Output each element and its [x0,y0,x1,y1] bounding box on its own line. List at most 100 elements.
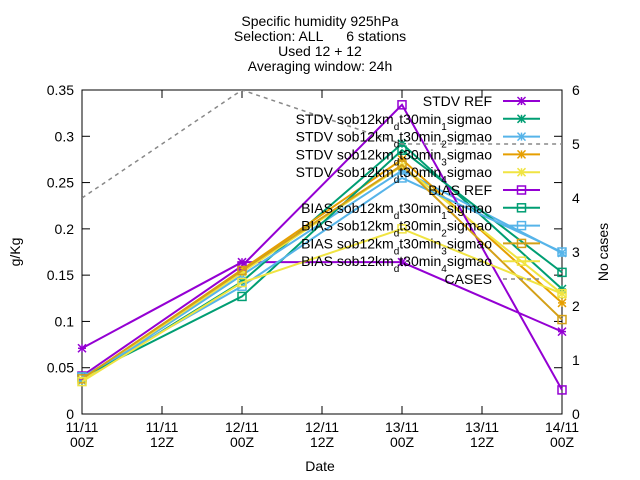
x-tick-label: 12/11 [305,419,339,435]
y2-tick-label: 4 [572,190,580,206]
series-line [81,164,563,381]
x-axis-label: Date [305,458,335,474]
y-tick-label: 0.15 [47,267,74,283]
data-point [237,265,247,276]
legend-marker [516,238,527,249]
x-tick-label: 00Z [70,434,95,450]
y-tick-label: 0.1 [55,313,75,329]
y2-tick-label: 5 [572,136,580,152]
x-tick-label: 12Z [470,434,495,450]
y-tick-label: 0.25 [47,175,74,191]
x-tick-label: 00Z [230,434,255,450]
title-line-4: Averaging window: 24h [248,58,393,74]
x-tick-label: 13/11 [385,419,419,435]
x-tick-label: 11/11 [66,419,99,435]
x-tick-label: 12/11 [225,419,259,435]
series-4 [77,161,567,385]
data-point [557,327,567,337]
series-line [81,148,563,378]
y2-axis-label: No cases [595,223,611,281]
y-tick-label: 0.35 [47,82,74,98]
legend-marker [516,114,527,124]
axes: 00.050.10.150.20.250.30.35012345611/1100… [47,82,580,450]
data-point [397,160,407,170]
legend-marker [516,220,527,231]
legend-entry: STDV REF [423,93,540,109]
title-line-3: Used 12 + 12 [278,43,362,59]
series-line [81,103,563,391]
legend-marker [516,167,527,177]
data-point [77,343,87,353]
x-tick-label: 14/11 [545,419,579,435]
x-tick-label: 12Z [150,434,175,450]
legend-label: STDV sob12kmdt30min4sigmao [296,164,493,186]
legend-entry: STDV sob12kmdt30min4sigmao [296,164,540,186]
y2-tick-label: 0 [572,406,580,422]
legend-entry: STDV sob12kmdt30min3sigmao [296,146,540,168]
series-9 [77,224,567,387]
y-tick-label: 0.05 [47,360,74,376]
legend-entry: STDV sob12kmdt30min2sigmao [296,129,540,151]
data-point [557,298,567,308]
data-point [397,173,407,183]
legend-marker [516,96,527,106]
series-10 [82,90,562,199]
data-point [557,288,567,299]
data-point [237,291,247,302]
data-point [557,314,567,325]
title-line-1: Specific humidity 925hPa [241,13,398,29]
series-line [82,90,562,199]
legend-label: BIAS sob12kmdt30min3sigmao [301,235,492,257]
legend-label: CASES [445,271,492,287]
data-point [557,247,567,257]
legend-marker [516,203,527,213]
series-3 [77,154,567,385]
legend-entry: BIAS sob12kmdt30min1sigmao [301,200,540,222]
series-line [81,163,563,380]
legend-entry: BIAS sob12kmdt30min4sigmao [301,253,540,275]
x-tick-label: 11/11 [146,419,179,435]
data-point [397,100,407,110]
legend-label: STDV REF [423,93,492,109]
legend-label: STDV sob12kmdt30min3sigmao [296,146,493,168]
data-point [237,277,247,288]
legend-marker [516,149,527,159]
y-tick-label: 0.2 [55,221,75,237]
y-tick-label: 0.3 [55,128,75,144]
data-point [397,224,407,234]
title-line-2: Selection: ALL 6 stations [234,28,406,44]
y2-tick-label: 2 [572,298,580,314]
legend-entry: CASES [445,271,540,287]
legend-label: BIAS sob12kmdt30min1sigmao [301,200,492,222]
series-lines [77,90,567,395]
data-point [557,385,567,395]
x-tick-label: 00Z [550,434,575,450]
data-point [557,267,567,278]
data-point [397,257,407,267]
series-8 [77,160,567,384]
series-line [81,227,563,383]
y2-tick-label: 6 [572,82,580,98]
y2-tick-label: 1 [572,352,580,368]
legend-label: BIAS REF [428,182,492,198]
legend-label: STDV sob12kmdt30min1sigmao [296,111,493,133]
legend-marker [516,185,527,195]
x-tick-label: 13/11 [465,419,499,435]
legend-marker [516,256,527,266]
series-line [81,261,563,350]
x-tick-label: 12Z [310,434,335,450]
data-point [77,376,87,387]
y-axis-label: g/Kg [7,238,23,267]
y-tick-label: 0 [66,406,74,422]
legend-label: BIAS sob12kmdt30min2sigmao [301,218,492,240]
legend-entry: BIAS sob12kmdt30min2sigmao [301,218,540,240]
x-tick-label: 00Z [390,434,415,450]
legend-marker [516,132,527,142]
legend-label: STDV sob12kmdt30min2sigmao [296,129,493,151]
legend-entry: STDV sob12kmdt30min1sigmao [296,111,540,133]
data-point [397,145,407,155]
legend-entry: BIAS sob12kmdt30min3sigmao [301,235,540,257]
legend-entry: BIAS REF [428,182,540,198]
